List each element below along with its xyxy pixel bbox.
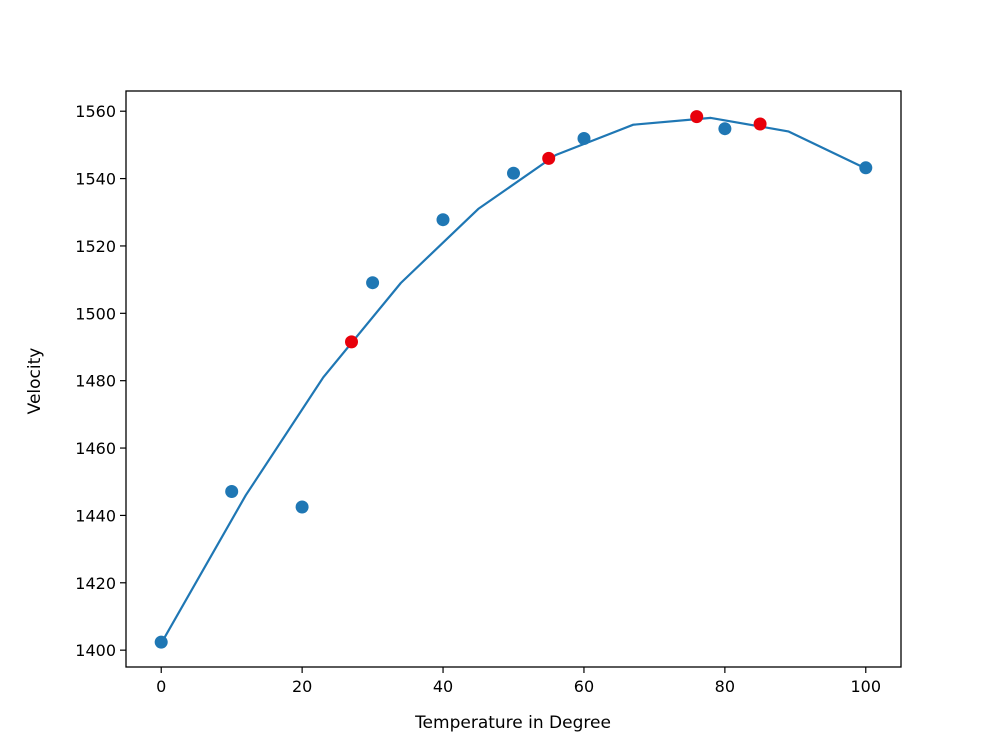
x-tick-label: 80	[715, 677, 735, 696]
data-point-series-2	[542, 151, 556, 165]
data-point-series-1	[225, 485, 239, 498]
x-tick-label: 40	[433, 677, 453, 696]
y-tick-label: 1500	[75, 304, 116, 323]
y-tick-label: 1540	[75, 170, 116, 189]
data-point-series-1	[859, 161, 873, 175]
y-tick-label: 1440	[75, 506, 116, 525]
data-point-series-1	[295, 500, 309, 514]
x-tick-label: 0	[156, 677, 166, 696]
plot-area	[154, 110, 873, 649]
plot-frame	[125, 90, 902, 668]
data-point-series-2	[345, 335, 358, 349]
data-point-series-1	[718, 122, 732, 136]
data-point-series-1	[154, 635, 168, 649]
y-axis: 1400 1420 1440 1460 1480 1500 1520 1540 1560	[75, 102, 126, 660]
y-axis-label: Velocity	[25, 348, 45, 415]
x-axis-label: Temperature in Degree	[414, 713, 611, 733]
x-tick-label: 60	[574, 677, 594, 696]
y-tick-label: 1400	[75, 641, 116, 660]
y-tick-label: 1480	[75, 372, 116, 391]
data-point-series-1	[507, 166, 520, 180]
y-tick-label: 1520	[75, 237, 116, 256]
x-tick-label: 100	[850, 677, 881, 696]
data-point-series-2	[690, 110, 704, 124]
y-tick-label: 1560	[75, 102, 116, 121]
data-point-series-2	[753, 117, 767, 131]
y-tick-label: 1420	[75, 574, 116, 593]
data-point-series-1	[436, 213, 450, 227]
y-tick-label: 1460	[75, 439, 116, 458]
fit-line	[160, 116, 867, 644]
data-point-series-1	[577, 132, 591, 145]
x-axis: 0 20 40 60 80 100	[156, 667, 881, 696]
x-tick-label: 20	[292, 677, 312, 696]
data-point-series-1	[366, 276, 380, 290]
